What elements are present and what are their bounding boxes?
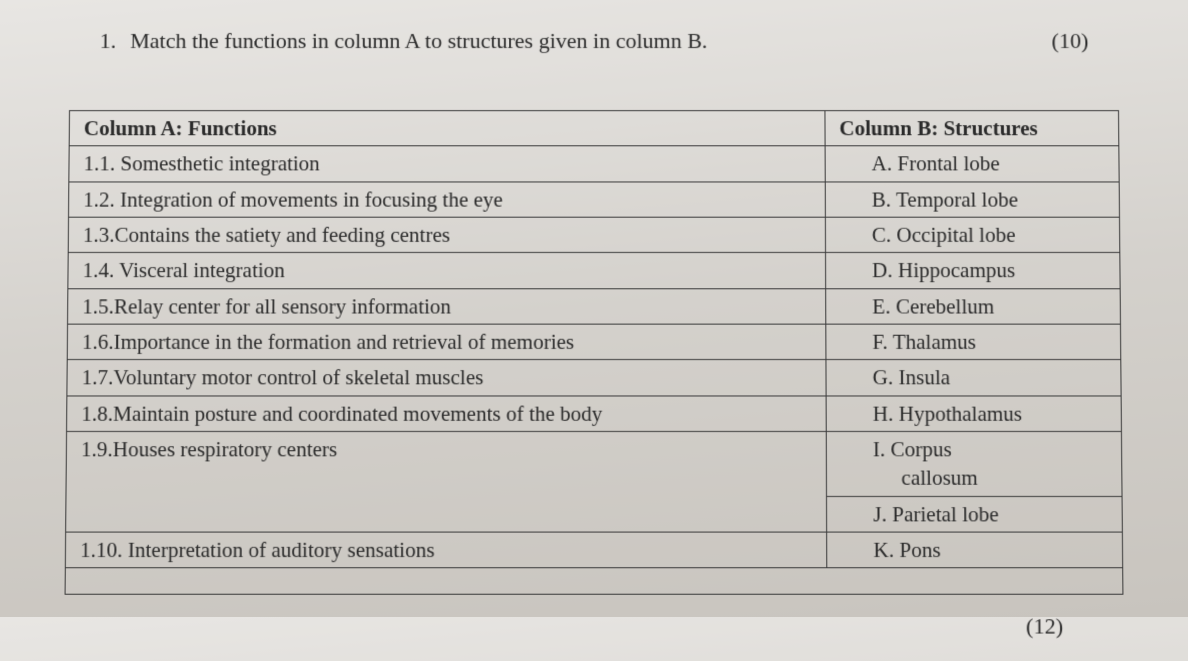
table-row: 1.9.Houses respiratory centers I. Corpus… — [66, 432, 1122, 497]
col-b-cell: K. Pons — [826, 532, 1122, 568]
bottom-marks: (12) — [64, 614, 1124, 641]
matching-table: Column A: Functions Column B: Structures… — [65, 110, 1124, 595]
column-a-header: Column A: Functions — [69, 111, 825, 146]
col-a-cell: 1.9.Houses respiratory centers — [66, 432, 827, 533]
table-row: 1.5.Relay center for all sensory informa… — [68, 288, 1121, 324]
table-row: 1.10. Interpretation of auditory sensati… — [65, 532, 1122, 568]
document-page: 1. Match the functions in column A to st… — [0, 0, 1188, 661]
col-a-cell: 1.10. Interpretation of auditory sensati… — [65, 532, 826, 568]
col-b-cell: D. Hippocampus — [825, 253, 1120, 289]
col-a-cell: 1.4. Visceral integration — [68, 253, 826, 289]
col-b-cell: F. Thalamus — [826, 324, 1121, 360]
table-row: 1.7.Voluntary motor control of skeletal … — [67, 360, 1121, 396]
table-row: 1.8.Maintain posture and coordinated mov… — [67, 396, 1122, 432]
question-line: 1. Match the functions in column A to st… — [70, 28, 1119, 54]
col-a-cell: 1.3.Contains the satiety and feeding cen… — [68, 217, 825, 253]
table-row: 1.2. Integration of movements in focusin… — [69, 182, 1120, 218]
table-row-empty — [65, 568, 1123, 595]
table-row: 1.6.Importance in the formation and retr… — [67, 324, 1121, 360]
col-a-cell: 1.6.Importance in the formation and retr… — [67, 324, 826, 360]
question-marks: (10) — [1052, 28, 1089, 54]
col-b-cell: C. Occipital lobe — [825, 217, 1120, 253]
table-header-row: Column A: Functions Column B: Structures — [69, 111, 1119, 146]
table-row: 1.4. Visceral integration D. Hippocampus — [68, 253, 1120, 289]
col-b-cell: E. Cerebellum — [825, 288, 1120, 324]
col-b-cell: J. Parietal lobe — [826, 496, 1122, 532]
question-number: 1. — [100, 28, 117, 54]
col-a-cell: 1.5.Relay center for all sensory informa… — [68, 288, 826, 324]
column-b-header: Column B: Structures — [825, 111, 1119, 146]
col-b-cell: B. Temporal lobe — [825, 182, 1119, 218]
col-a-cell: 1.8.Maintain posture and coordinated mov… — [67, 396, 827, 432]
col-a-cell: 1.1. Somesthetic integration — [69, 146, 825, 182]
table-row: 1.3.Contains the satiety and feeding cen… — [68, 217, 1120, 253]
col-b-cell: H. Hypothalamus — [826, 396, 1122, 432]
col-b-cell: A. Frontal lobe — [825, 146, 1119, 182]
col-b-cell: I. Corpus callosum — [826, 432, 1122, 497]
table-row: 1.1. Somesthetic integration A. Frontal … — [69, 146, 1119, 182]
col-a-cell: 1.7.Voluntary motor control of skeletal … — [67, 360, 826, 396]
col-a-cell: 1.2. Integration of movements in focusin… — [69, 182, 826, 218]
question-text: Match the functions in column A to struc… — [130, 28, 1052, 54]
col-b-cell: G. Insula — [826, 360, 1121, 396]
empty-cell — [65, 568, 1123, 595]
